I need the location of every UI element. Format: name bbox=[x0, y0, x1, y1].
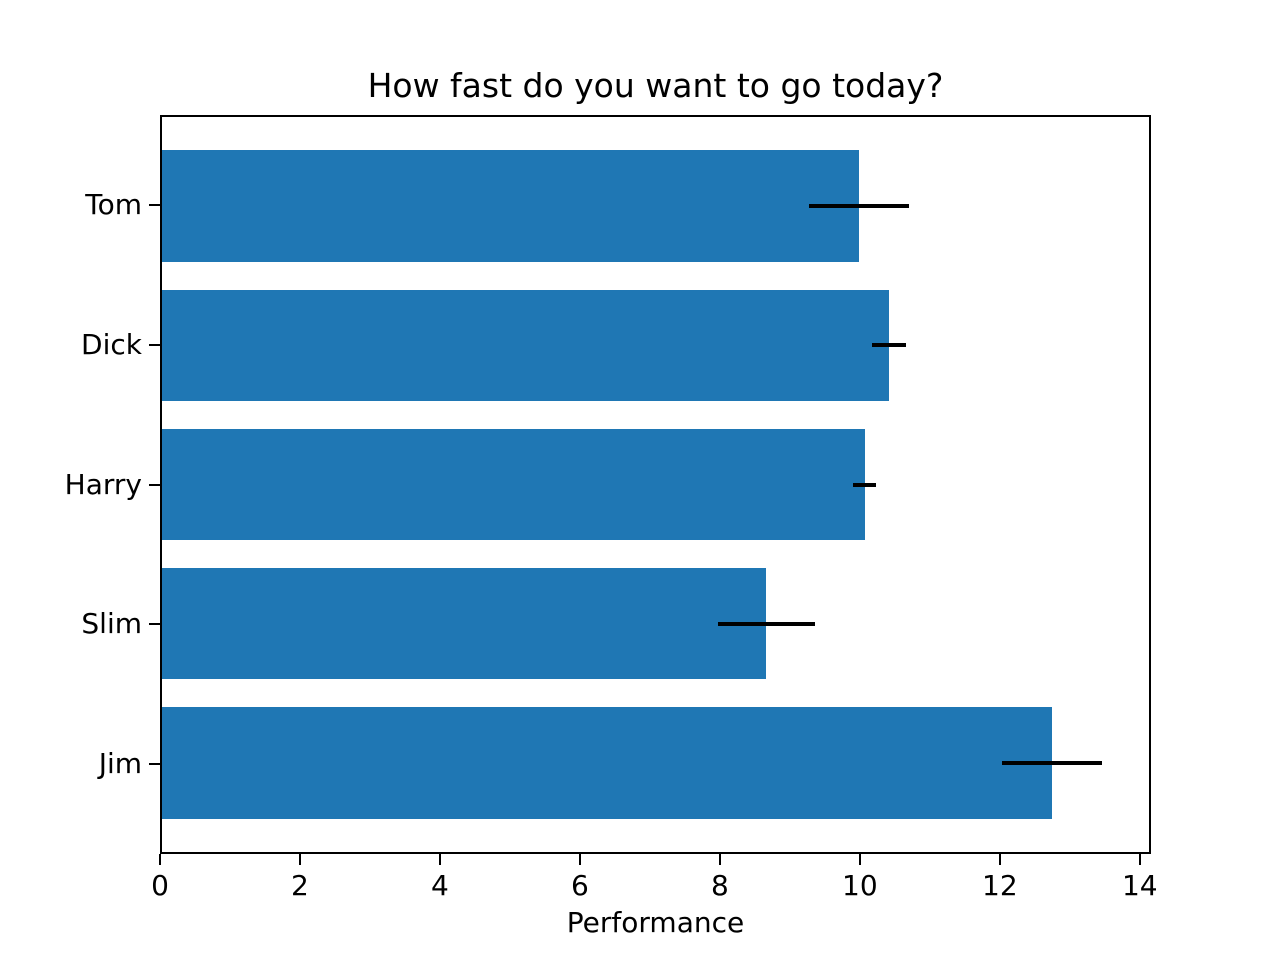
x-axis-label: Performance bbox=[566, 906, 745, 939]
plot-area bbox=[160, 115, 1151, 854]
x-tick-4 bbox=[438, 854, 441, 865]
x-tick-8 bbox=[718, 854, 721, 865]
bar-slim bbox=[162, 568, 767, 680]
x-tick-label-2: 2 bbox=[291, 869, 309, 902]
y-tick-harry bbox=[149, 483, 160, 486]
y-tick-label-harry: Harry bbox=[64, 467, 142, 501]
x-axis: 0 2 4 6 8 10 12 14 bbox=[151, 869, 1158, 903]
y-axis: Tom Dick Harry Slim Jim bbox=[0, 115, 148, 854]
y-tick-label-jim: Jim bbox=[98, 747, 142, 781]
x-tick-label-12: 12 bbox=[982, 869, 1018, 902]
bar-harry bbox=[162, 428, 865, 541]
x-tick-label-10: 10 bbox=[842, 869, 878, 902]
y-tick-tom bbox=[149, 203, 160, 206]
error-bar-slim bbox=[717, 621, 816, 626]
bar-dick bbox=[162, 289, 889, 401]
x-tick-0 bbox=[159, 854, 161, 865]
y-tick-label-dick: Dick bbox=[81, 327, 142, 361]
x-tick-label-6: 6 bbox=[570, 869, 589, 902]
x-tick-12 bbox=[998, 854, 1001, 865]
chart-title: How fast do you want to go today? bbox=[367, 66, 944, 105]
x-tick-label-0: 0 bbox=[151, 869, 169, 902]
x-tick-label-4: 4 bbox=[431, 869, 449, 902]
x-tick-2 bbox=[298, 854, 301, 865]
x-tick-label-8: 8 bbox=[710, 869, 729, 902]
x-tick-10 bbox=[858, 854, 861, 865]
y-tick-dick bbox=[149, 343, 160, 346]
x-tick-label-14: 14 bbox=[1121, 869, 1158, 902]
x-tick-14 bbox=[1138, 854, 1141, 865]
x-tick-6 bbox=[578, 854, 581, 865]
error-bar-tom bbox=[808, 204, 910, 209]
bar-tom bbox=[162, 150, 860, 262]
error-bar-harry bbox=[853, 482, 876, 487]
y-tick-jim bbox=[149, 763, 160, 766]
y-tick-label-tom: Tom bbox=[85, 187, 142, 221]
error-bar-jim bbox=[1001, 760, 1103, 765]
error-bar-dick bbox=[871, 343, 907, 348]
y-tick-label-slim: Slim bbox=[81, 607, 142, 641]
bar-jim bbox=[162, 707, 1053, 819]
y-tick-slim bbox=[149, 623, 160, 626]
